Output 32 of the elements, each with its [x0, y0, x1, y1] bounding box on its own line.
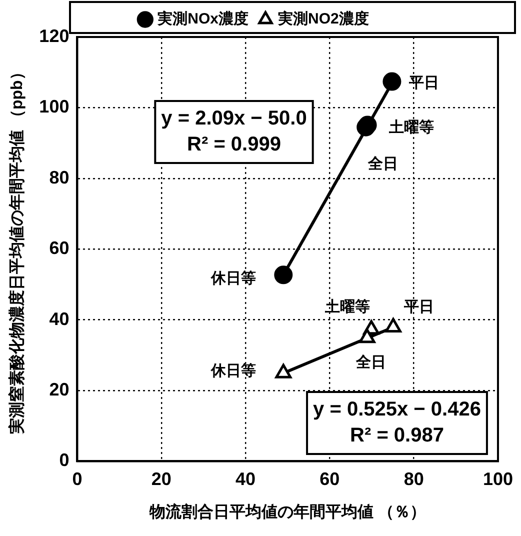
y-tick-label: 60 [49, 238, 70, 258]
x-tick-label: 80 [404, 468, 424, 489]
point [358, 328, 376, 344]
x-tick-label: 40 [236, 468, 256, 489]
x-tick-label: 100 [482, 468, 514, 489]
annotation: 全日 [366, 155, 398, 172]
annotation: y = 2.09x − 50.0 R² = 0.999 [161, 108, 307, 156]
point [385, 318, 402, 332]
x-tick-label: 60 [320, 468, 340, 489]
x-axis-title: 物流割合日平均値の年間平均値 （％） [148, 502, 426, 521]
annotation: 土曜等 [324, 298, 370, 316]
annotation: 土曜等 [388, 119, 434, 136]
x-tick-label: 20 [151, 468, 172, 489]
y-tick-label: 100 [39, 96, 70, 117]
annotation: 休日等 [210, 362, 256, 380]
annotation: 平日 [408, 74, 439, 92]
legend-label: 実測NOx濃度 [156, 10, 248, 28]
point [382, 72, 402, 91]
y-tick-label: 0 [59, 450, 70, 470]
annotation: y = 0.525x − 0.426 R² = 0.987 [313, 398, 481, 447]
y-tick-label: 120 [39, 26, 70, 46]
y-tick-label: 80 [49, 167, 70, 188]
y-tick-label: 40 [49, 308, 70, 329]
y-axis-title: 実測窒素酸化物濃度日平均値の年間平均値 （ppb） [7, 64, 26, 435]
point [275, 364, 292, 378]
annotation: 全日 [355, 354, 386, 371]
annotation: 休日等 [210, 270, 256, 288]
annotation: 平日 [403, 298, 434, 316]
y-tick-label: 20 [49, 379, 70, 400]
point [274, 266, 293, 284]
legend-label: 実測NO2濃度 [277, 10, 369, 28]
x-tick-label: 0 [72, 468, 82, 489]
